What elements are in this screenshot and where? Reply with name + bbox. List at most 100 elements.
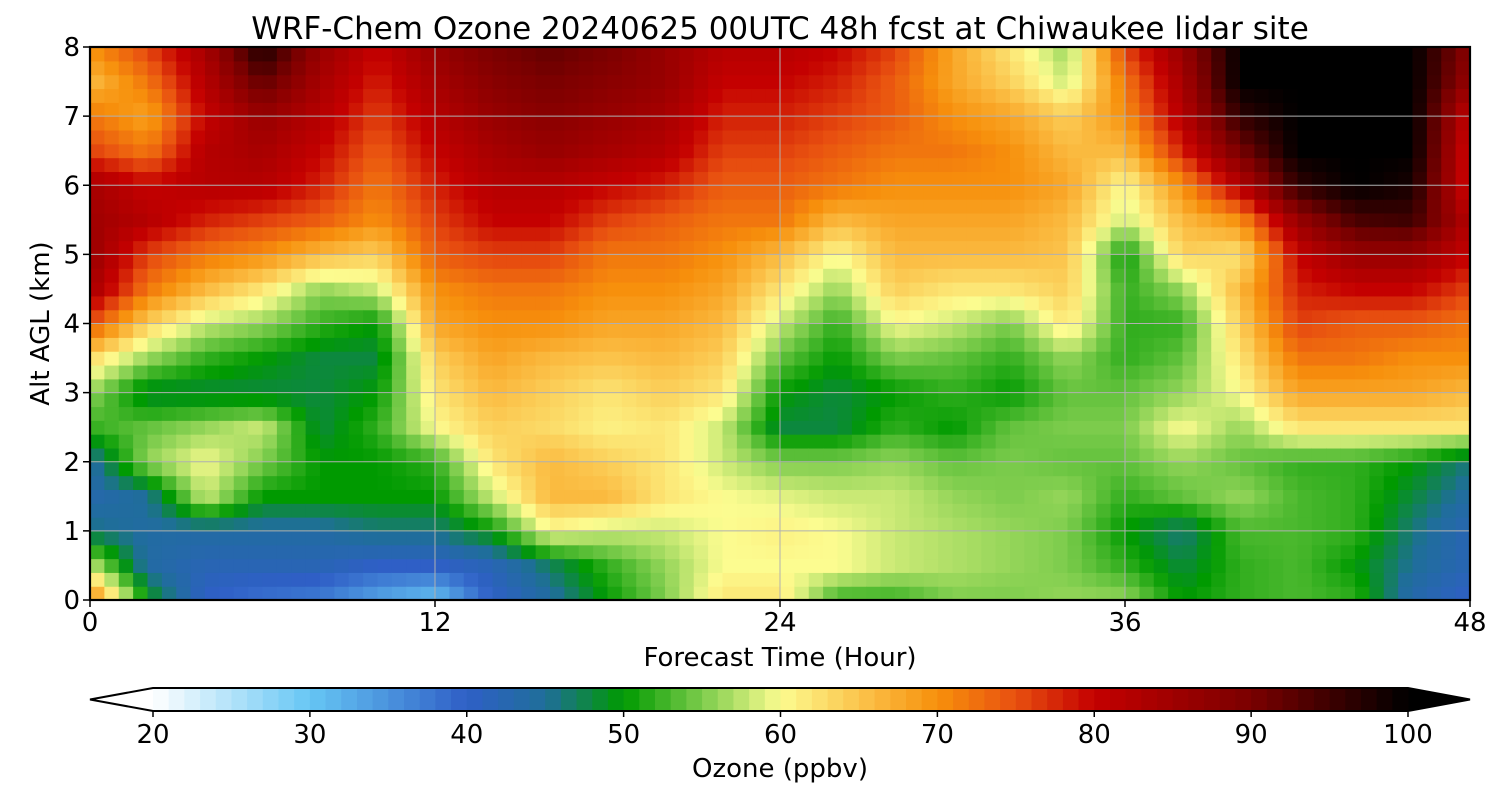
heatmap-cell <box>435 586 450 600</box>
heatmap-cell <box>391 420 407 435</box>
heatmap-cell <box>1139 88 1155 103</box>
heatmap-cell <box>435 337 450 352</box>
heatmap-cell <box>406 558 422 573</box>
heatmap-cell <box>895 254 910 269</box>
heatmap-cell <box>1340 323 1356 338</box>
heatmap-cell <box>1081 143 1097 159</box>
heatmap-cell <box>1383 309 1399 325</box>
heatmap-cell <box>708 102 724 117</box>
heatmap-cell <box>1168 295 1184 311</box>
heatmap-cell <box>636 558 652 573</box>
heatmap-cell <box>794 572 810 587</box>
heatmap-cell <box>1053 420 1069 435</box>
heatmap-cell <box>636 503 652 518</box>
heatmap-cell <box>1283 143 1299 159</box>
heatmap-cell <box>1211 503 1227 518</box>
heatmap-cell <box>952 268 968 283</box>
heatmap-cell <box>305 185 321 200</box>
heatmap-cell <box>1211 254 1227 269</box>
heatmap-cell <box>1383 406 1399 421</box>
heatmap-cell <box>205 475 220 490</box>
heatmap-cell <box>981 489 997 504</box>
heatmap-cell <box>305 530 321 546</box>
heatmap-cell <box>665 337 680 352</box>
heatmap-cell <box>305 60 321 76</box>
heatmap-cell <box>1412 143 1428 159</box>
heatmap-cell <box>1125 503 1140 518</box>
heatmap-cell <box>161 143 177 159</box>
heatmap-cell <box>722 544 738 560</box>
heatmap-cell <box>1211 129 1227 145</box>
heatmap-cell <box>995 254 1011 269</box>
heatmap-cell <box>435 517 450 532</box>
heatmap-cell <box>938 406 954 421</box>
heatmap-cell <box>693 102 709 117</box>
heatmap-cell <box>952 309 968 325</box>
heatmap-cell <box>1283 572 1299 587</box>
heatmap-cell <box>1010 420 1025 435</box>
heatmap-cell <box>981 434 997 449</box>
heatmap-cell <box>449 323 465 338</box>
heatmap-cell <box>449 212 465 228</box>
heatmap-cell <box>420 199 436 214</box>
heatmap-cell <box>1254 378 1270 394</box>
heatmap-cell <box>1340 461 1356 477</box>
heatmap-cell <box>1240 544 1255 560</box>
heatmap-cell <box>765 364 781 380</box>
heatmap-cell <box>1139 586 1155 600</box>
heatmap-cell <box>607 364 623 380</box>
heatmap-cell <box>190 351 206 366</box>
heatmap-cell <box>1196 517 1212 532</box>
heatmap-cell <box>1441 226 1457 242</box>
heatmap-cell <box>995 129 1011 145</box>
heatmap-cell <box>1010 572 1025 587</box>
heatmap-cell <box>923 503 939 518</box>
heatmap-cell <box>765 434 781 449</box>
heatmap-cell <box>262 88 278 103</box>
heatmap-cell <box>535 88 551 103</box>
heatmap-cell <box>679 240 695 255</box>
heatmap-cell <box>305 268 321 283</box>
heatmap-cell <box>1254 268 1270 283</box>
heatmap-cell <box>1139 351 1155 366</box>
heatmap-cell <box>995 116 1011 131</box>
heatmap-cell <box>276 434 292 449</box>
heatmap-cell <box>1196 406 1212 421</box>
heatmap-cell <box>334 503 350 518</box>
heatmap-cell <box>966 309 982 325</box>
heatmap-cell <box>420 171 436 186</box>
heatmap-cell <box>751 378 767 394</box>
heatmap-cell <box>104 323 120 338</box>
heatmap-cell <box>90 461 105 477</box>
heatmap-cell <box>923 295 939 311</box>
heatmap-cell <box>147 295 163 311</box>
heatmap-cell <box>736 212 752 228</box>
heatmap-cell <box>363 60 379 76</box>
heatmap-cell <box>679 199 695 214</box>
heatmap-cell <box>1283 309 1299 325</box>
heatmap-cell <box>621 129 637 145</box>
heatmap-cell <box>435 420 450 435</box>
heatmap-cell <box>535 74 551 90</box>
heatmap-cell <box>420 60 436 76</box>
heatmap-cell <box>751 157 767 173</box>
heatmap-cell <box>1412 447 1428 463</box>
heatmap-cell <box>981 420 997 435</box>
heatmap-cell <box>995 420 1011 435</box>
heatmap-cell <box>593 309 609 325</box>
heatmap-cell <box>305 157 321 173</box>
heatmap-cell <box>1110 185 1126 200</box>
heatmap-cell <box>1254 171 1270 186</box>
heatmap-cell <box>1254 517 1270 532</box>
heatmap-cell <box>463 185 479 200</box>
heatmap-cell <box>1010 517 1025 532</box>
heatmap-cell <box>1081 240 1097 255</box>
heatmap-cell <box>334 489 350 504</box>
heatmap-cell <box>578 240 594 255</box>
heatmap-cell <box>348 268 364 283</box>
heatmap-cell <box>205 572 220 587</box>
heatmap-cell <box>133 268 149 283</box>
heatmap-cell <box>1355 406 1370 421</box>
heatmap-cell <box>305 364 321 380</box>
